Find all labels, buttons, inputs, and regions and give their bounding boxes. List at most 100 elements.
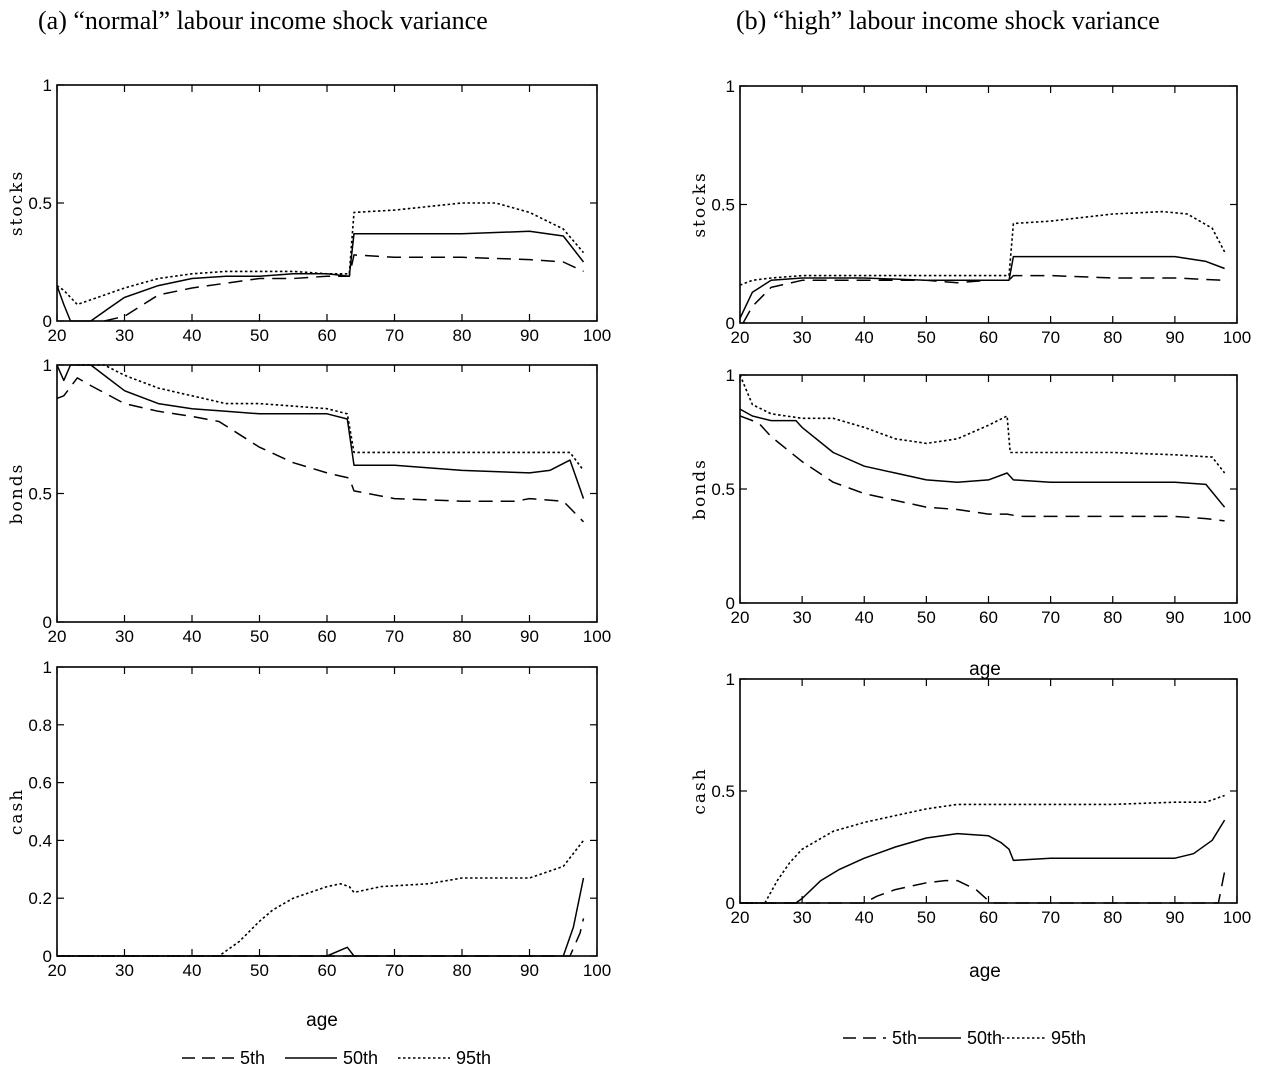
x-tick-label: 50 xyxy=(917,608,936,627)
series-line-95th xyxy=(77,364,585,471)
x-tick-label: 40 xyxy=(183,961,202,980)
y-tick-label: 0 xyxy=(43,947,52,966)
y-axis-label: stocks xyxy=(690,171,710,237)
y-tick-label: 1 xyxy=(43,356,52,375)
x-tick-label: 70 xyxy=(1041,608,1060,627)
series-line-5th xyxy=(740,415,1225,522)
x-tick-label: 100 xyxy=(583,326,611,345)
series-line-95th xyxy=(57,202,585,306)
axes-frame xyxy=(739,374,1238,604)
x-tick-label: 50 xyxy=(917,908,936,927)
x-tick-label: 90 xyxy=(520,627,539,646)
series-line-95th xyxy=(740,210,1226,286)
y-tick-label: 0.2 xyxy=(28,889,52,908)
series-line-50th xyxy=(57,877,585,957)
y-axis-label: cash xyxy=(690,767,710,814)
x-tick-label: 30 xyxy=(115,627,134,646)
x-tick-label: 40 xyxy=(855,328,874,347)
y-axis-label: stocks xyxy=(7,170,27,236)
x-tick-label: 90 xyxy=(520,326,539,345)
y-tick-label: 0.8 xyxy=(28,716,52,735)
x-tick-label: 70 xyxy=(1041,328,1060,347)
series-line-50th xyxy=(57,230,585,322)
series-line-5th xyxy=(740,871,1226,904)
y-tick-label: 0 xyxy=(43,613,52,632)
panel-title-a: (a) “normal” labour income shock varianc… xyxy=(38,6,488,35)
y-tick-label: 1 xyxy=(43,76,52,95)
x-tick-label: 30 xyxy=(115,326,134,345)
x-tick-label: 40 xyxy=(183,627,202,646)
x-axis-label: age xyxy=(969,659,1001,680)
series-line-5th xyxy=(742,274,1225,324)
legend-b: 5th 50th 95th xyxy=(843,1028,1086,1048)
y-tick-label: 0 xyxy=(43,312,52,331)
series-line-5th xyxy=(104,254,584,322)
legend-label-5th: 5th xyxy=(240,1048,265,1068)
x-tick-label: 80 xyxy=(1103,908,1122,927)
y-tick-label: 1 xyxy=(43,658,52,677)
y-tick-label: 0 xyxy=(726,594,735,613)
x-tick-label: 60 xyxy=(979,328,998,347)
series-line-95th xyxy=(57,839,585,957)
x-tick-label: 60 xyxy=(318,627,337,646)
series-line-50th xyxy=(740,408,1226,508)
axes-frame xyxy=(739,678,1238,904)
x-tick-label: 80 xyxy=(1103,328,1122,347)
series-line-95th xyxy=(740,374,1226,474)
legend-label-50th: 50th xyxy=(967,1028,1002,1048)
subplot-b-bonds: 20 30 40 50 60 70 80 90 100 0 0.5 1 bonds age xyxy=(690,366,1251,680)
x-tick-label: 100 xyxy=(1223,608,1251,627)
y-tick-label: 1 xyxy=(726,670,735,689)
series-line-50th xyxy=(740,255,1225,319)
x-tick-label: 20 xyxy=(731,328,750,347)
y-tick-label: 0.4 xyxy=(28,831,52,850)
x-tick-label: 90 xyxy=(1165,608,1184,627)
x-tick-label: 50 xyxy=(250,961,269,980)
legend-label-5th: 5th xyxy=(892,1028,917,1048)
x-tick-label: 50 xyxy=(917,328,936,347)
x-tick-label: 90 xyxy=(520,961,539,980)
y-tick-label: 0.5 xyxy=(711,480,735,499)
x-tick-label: 30 xyxy=(793,608,812,627)
x-tick-label: 20 xyxy=(731,908,750,927)
x-tick-label: 80 xyxy=(453,627,472,646)
y-axis-label: bonds xyxy=(7,463,27,525)
x-tick-label: 30 xyxy=(793,328,812,347)
subplot-b-stocks: 20 30 40 50 60 70 80 90 100 0 0.5 1 stocks xyxy=(690,77,1251,347)
x-tick-label: 30 xyxy=(115,961,134,980)
subplot-a-cash: 20 30 40 50 60 70 80 90 100 0 0.2 0.4 0.6 0.8 1 cash age xyxy=(7,658,611,1031)
x-tick-label: 70 xyxy=(385,627,404,646)
x-tick-label: 100 xyxy=(583,627,611,646)
x-tick-label: 100 xyxy=(583,961,611,980)
x-tick-label: 100 xyxy=(1223,908,1251,927)
x-tick-label: 60 xyxy=(979,908,998,927)
series-line-50th xyxy=(740,819,1226,904)
x-tick-label: 70 xyxy=(1041,908,1060,927)
axes-frame xyxy=(56,364,598,623)
y-tick-label: 1 xyxy=(726,366,735,385)
axes-frame xyxy=(56,666,598,957)
x-axis-label: age xyxy=(306,1010,338,1031)
x-tick-label: 50 xyxy=(250,627,269,646)
x-tick-label: 80 xyxy=(453,961,472,980)
y-tick-label: 0 xyxy=(726,314,735,333)
y-axis-label: cash xyxy=(7,788,27,835)
x-tick-label: 90 xyxy=(1165,328,1184,347)
x-tick-label: 20 xyxy=(48,627,67,646)
y-tick-label: 0.5 xyxy=(711,196,735,215)
y-tick-label: 0.5 xyxy=(711,782,735,801)
y-tick-label: 0.6 xyxy=(28,774,52,793)
x-tick-label: 50 xyxy=(250,326,269,345)
legend-label-95th: 95th xyxy=(456,1048,491,1068)
x-tick-label: 60 xyxy=(979,608,998,627)
x-axis-label: age xyxy=(969,961,1001,982)
axes-frame xyxy=(56,84,598,322)
x-tick-label: 60 xyxy=(318,961,337,980)
x-tick-label: 20 xyxy=(48,961,67,980)
legend-label-50th: 50th xyxy=(343,1048,378,1068)
x-tick-label: 40 xyxy=(855,608,874,627)
x-tick-label: 80 xyxy=(1103,608,1122,627)
subplot-b-cash: 20 30 40 50 60 70 80 90 100 0 0.5 1 cash age xyxy=(690,670,1251,982)
axes-frame xyxy=(739,85,1238,324)
